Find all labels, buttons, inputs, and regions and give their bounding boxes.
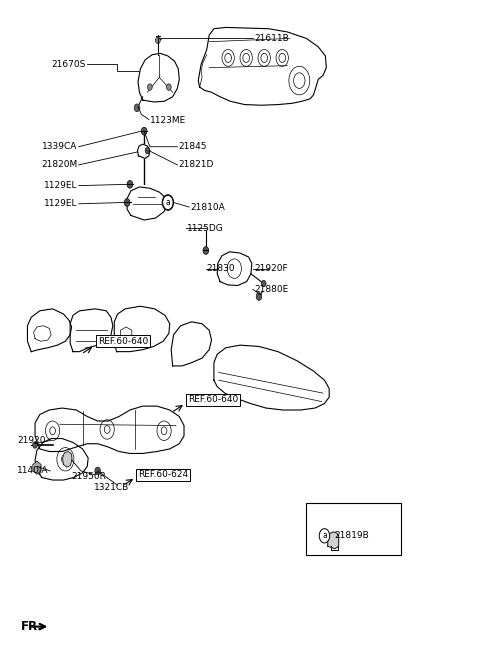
Text: 21670S: 21670S	[51, 60, 86, 69]
Circle shape	[33, 441, 37, 448]
Circle shape	[124, 199, 130, 207]
Text: 21819B: 21819B	[334, 531, 369, 540]
Text: 1140JA: 1140JA	[17, 466, 48, 475]
Text: 1129EL: 1129EL	[44, 181, 78, 190]
Circle shape	[145, 147, 150, 154]
Text: 21920: 21920	[17, 436, 46, 445]
Text: REF.60-640: REF.60-640	[188, 395, 238, 404]
Text: 21611B: 21611B	[254, 34, 289, 43]
Circle shape	[127, 181, 133, 188]
Polygon shape	[114, 306, 170, 352]
Circle shape	[319, 528, 330, 543]
Polygon shape	[138, 54, 179, 102]
Circle shape	[95, 467, 100, 475]
Text: 1129EL: 1129EL	[44, 199, 78, 208]
Text: 21920F: 21920F	[254, 264, 288, 273]
Circle shape	[134, 104, 140, 112]
Bar	[306, 504, 401, 555]
Text: a: a	[166, 198, 170, 207]
Text: 1339CA: 1339CA	[42, 142, 78, 151]
Circle shape	[163, 196, 173, 210]
Polygon shape	[35, 439, 88, 480]
Circle shape	[261, 281, 266, 287]
Text: 1125DG: 1125DG	[187, 224, 224, 233]
Text: 21821D: 21821D	[179, 160, 214, 169]
Circle shape	[162, 195, 174, 211]
Polygon shape	[171, 322, 212, 366]
Polygon shape	[214, 345, 329, 410]
Polygon shape	[35, 406, 184, 453]
Text: 1321CB: 1321CB	[94, 483, 129, 492]
Circle shape	[147, 84, 152, 90]
Text: 21950R: 21950R	[72, 472, 107, 481]
Text: a: a	[322, 531, 327, 540]
Polygon shape	[62, 451, 72, 467]
Circle shape	[156, 37, 160, 44]
Circle shape	[141, 128, 147, 135]
Polygon shape	[27, 309, 72, 352]
Text: REF.60-624: REF.60-624	[138, 470, 188, 479]
Polygon shape	[328, 532, 339, 549]
Circle shape	[167, 84, 171, 90]
Text: 21830: 21830	[207, 264, 235, 273]
Polygon shape	[137, 144, 150, 158]
Text: 21845: 21845	[179, 142, 207, 151]
Text: REF.60-640: REF.60-640	[97, 337, 148, 346]
Text: 21820M: 21820M	[41, 160, 78, 169]
Text: 21880E: 21880E	[254, 285, 288, 294]
Text: FR.: FR.	[21, 620, 43, 633]
Text: 21810A: 21810A	[190, 203, 225, 211]
Circle shape	[256, 292, 262, 300]
Polygon shape	[70, 309, 113, 352]
Polygon shape	[127, 187, 168, 220]
Polygon shape	[198, 27, 326, 105]
Text: 1123ME: 1123ME	[150, 116, 186, 126]
Polygon shape	[217, 252, 252, 286]
Circle shape	[203, 247, 209, 254]
